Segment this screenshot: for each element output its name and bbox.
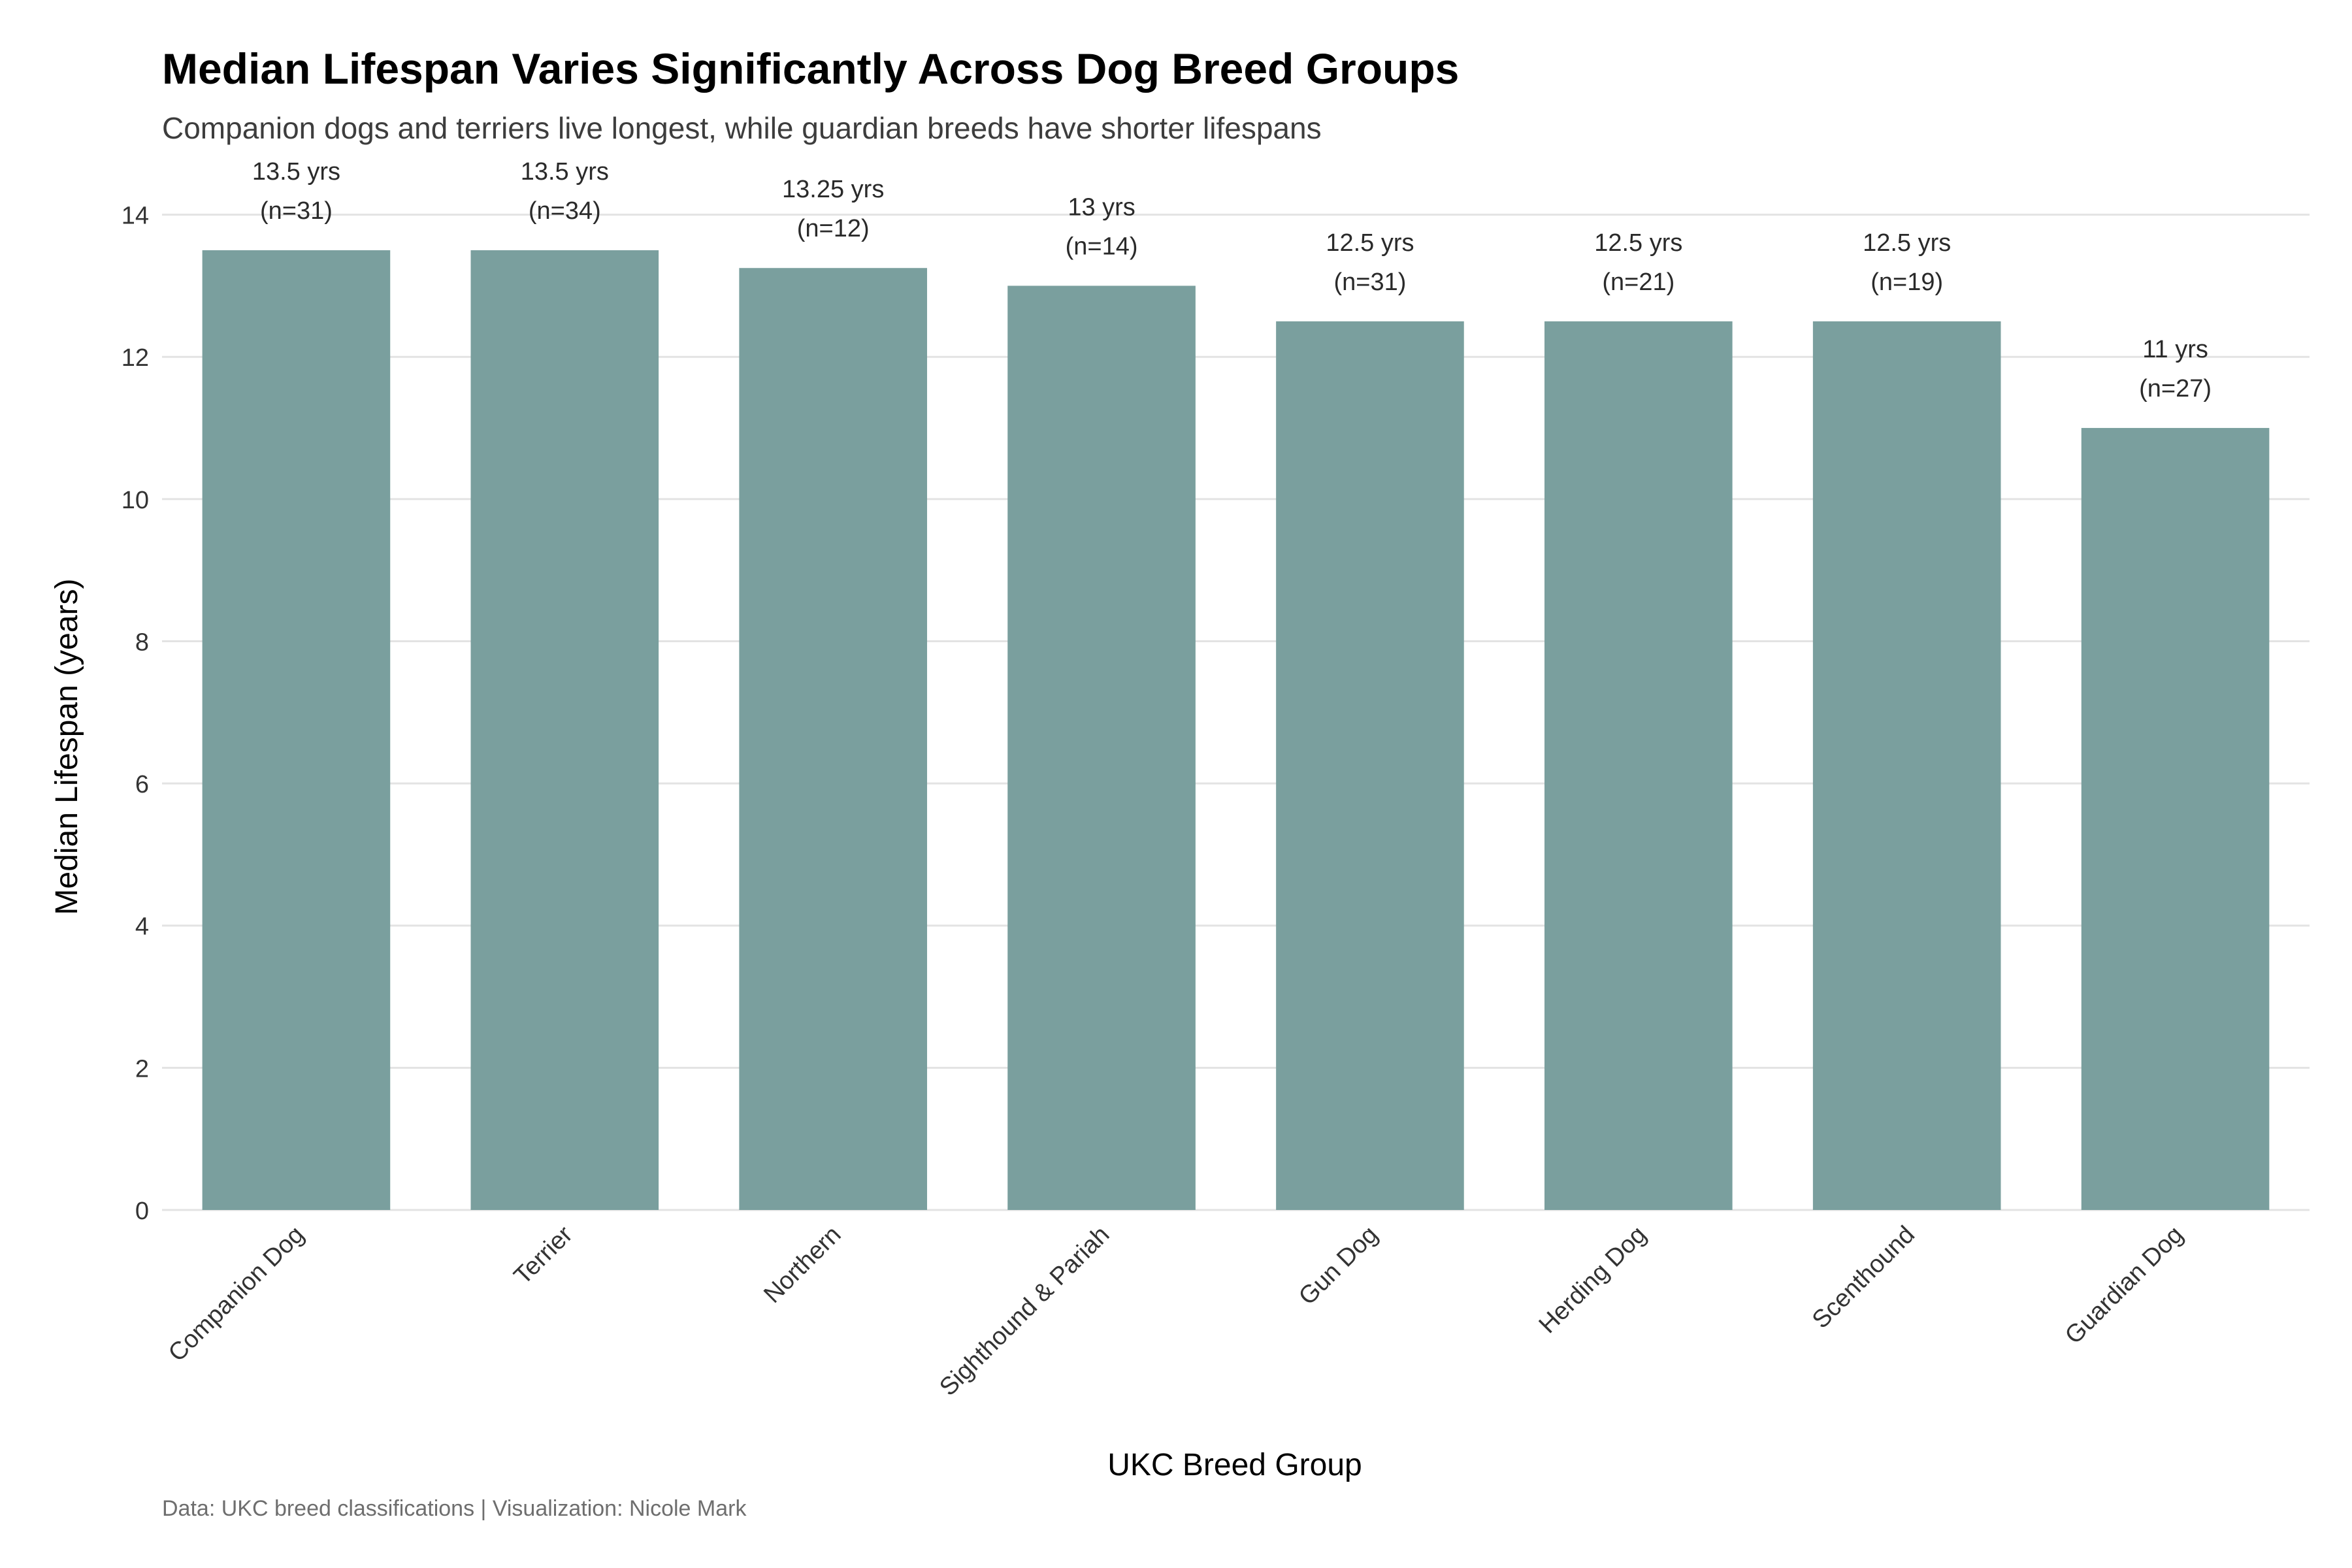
bar: [1544, 321, 1733, 1210]
x-tick-label: Scenthound: [1807, 1221, 1920, 1334]
bar-value-label: 11 yrs: [2142, 336, 2208, 363]
bar-value-label: 13 yrs: [1068, 193, 1135, 221]
bar-count-label: (n=21): [1602, 269, 1674, 296]
bar-count-label: (n=31): [260, 197, 333, 225]
bar-count-label: (n=14): [1066, 233, 1138, 260]
chart-title: Median Lifespan Varies Significantly Acr…: [162, 44, 1459, 93]
x-tick-label: Gun Dog: [1294, 1221, 1383, 1311]
x-tick-label: Terrier: [509, 1220, 578, 1290]
bar-count-label: (n=34): [529, 197, 601, 225]
y-axis-title: Median Lifespan (years): [50, 579, 84, 915]
bar-value-label: 13.5 yrs: [252, 158, 340, 186]
bar: [470, 250, 659, 1210]
chart-subtitle: Companion dogs and terriers live longest…: [162, 111, 1322, 145]
bar-value-label: 12.5 yrs: [1594, 229, 1682, 257]
y-tick-label: 0: [135, 1198, 149, 1225]
y-tick-label: 8: [135, 629, 149, 656]
y-tick-label: 10: [122, 487, 149, 514]
bar-count-label: (n=31): [1333, 269, 1406, 296]
y-tick-label: 6: [135, 771, 149, 798]
bar: [1812, 321, 2001, 1210]
chart-caption: Data: UKC breed classifications | Visual…: [162, 1496, 747, 1521]
y-axis-ticks: 0 2 4 6 8 10 12 14: [122, 203, 149, 1225]
x-tick-label: Sighthound & Pariah: [934, 1221, 1115, 1401]
data-labels: 13.5 yrs (n=31) 13.5 yrs (n=34) 13.25 yrs (n=…: [252, 158, 2212, 402]
bar-value-label: 12.5 yrs: [1326, 229, 1414, 257]
bar-value-label: 13.5 yrs: [521, 158, 609, 186]
bar-value-label: 13.25 yrs: [782, 176, 884, 203]
bar: [1007, 286, 1196, 1211]
bar: [2081, 428, 2270, 1211]
x-tick-label: Northern: [759, 1221, 846, 1309]
x-tick-label: Herding Dog: [1534, 1221, 1652, 1339]
y-tick-label: 14: [122, 203, 149, 230]
x-axis-title: UKC Breed Group: [1107, 1448, 1362, 1482]
y-tick-label: 2: [135, 1055, 149, 1083]
bar: [1276, 321, 1464, 1210]
bars: [202, 250, 2270, 1211]
bar-count-label: (n=12): [797, 215, 870, 242]
y-tick-label: 4: [135, 913, 149, 941]
bar-value-label: 12.5 yrs: [1863, 229, 1951, 257]
bar-count-label: (n=27): [2139, 375, 2212, 402]
bar-count-label: (n=19): [1870, 269, 1943, 296]
bar: [739, 268, 927, 1210]
x-tick-label: Guardian Dog: [2060, 1221, 2189, 1350]
bar: [202, 250, 391, 1210]
x-axis-ticks: Companion Dog Terrier Northern Sighthound &…: [163, 1220, 2189, 1401]
x-tick-label: Companion Dog: [163, 1221, 310, 1367]
y-tick-label: 12: [122, 344, 149, 372]
